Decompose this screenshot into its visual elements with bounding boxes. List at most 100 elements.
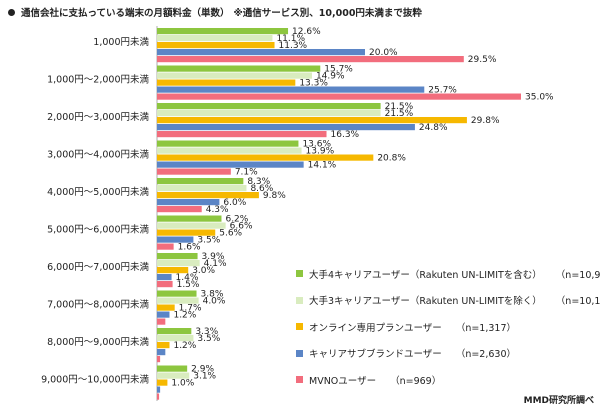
bar (157, 328, 192, 335)
data-label: 4.0% (203, 297, 226, 307)
data-label: 35.0% (525, 93, 554, 103)
bar (157, 304, 175, 311)
category-label: 2,000円～3,000円未満 (47, 111, 149, 123)
data-label: 13.3% (299, 79, 328, 89)
data-label: 13.9% (306, 147, 335, 157)
bar (157, 274, 172, 281)
data-label: 6.0% (223, 198, 246, 208)
data-label: 5.6% (219, 229, 242, 239)
bar (157, 290, 197, 297)
bar (157, 192, 259, 199)
data-label: 3.5% (197, 334, 220, 344)
bar (157, 93, 521, 100)
data-label: 14.9% (316, 72, 345, 82)
bar (157, 72, 312, 79)
data-label: 29.8% (471, 116, 500, 126)
chart-subtitle: ※通信サービス別、10,000円未満まで抜粋 (233, 8, 422, 19)
data-label: 12.6% (292, 27, 321, 37)
category-label: 6,000円～7,000円未満 (47, 261, 149, 273)
bar (157, 161, 304, 168)
legend-item: MVNOユーザー （n=969） (296, 374, 600, 387)
bar (157, 110, 381, 117)
bar (157, 386, 161, 393)
bar (157, 154, 374, 161)
data-label: 25.7% (428, 86, 457, 96)
bar (157, 243, 174, 250)
bar (157, 349, 166, 356)
bar (157, 297, 199, 304)
data-label: 3.8% (201, 290, 224, 300)
data-label: 6.2% (225, 215, 248, 225)
data-label: 15.7% (324, 65, 353, 75)
chart-title-row: 通信会社に支払っている端末の月額料金（単数） ※通信サービス別、10,000円未… (8, 4, 422, 20)
legend-item: オンライン専用プランユーザー （n=1,317） (296, 321, 600, 334)
bar (157, 117, 467, 124)
bar (157, 229, 216, 236)
bar (157, 365, 188, 372)
legend-item: 大手4キャリアユーザー（Rakuten UN-LIMITを含む） （n=10,9… (296, 268, 600, 281)
category-label: 1,000円未満 (93, 36, 149, 48)
legend-swatch (296, 296, 303, 304)
legend-swatch (296, 323, 303, 330)
data-label: 1.0% (171, 379, 194, 389)
data-label: 21.5% (385, 109, 414, 119)
data-label: 4.1% (204, 259, 227, 269)
bar (157, 199, 220, 206)
data-label: 4.3% (206, 205, 229, 215)
data-label: 20.0% (369, 48, 398, 58)
data-label: 9.8% (263, 191, 286, 201)
data-label: 3.9% (202, 252, 225, 262)
bar (157, 206, 202, 213)
bar (157, 178, 244, 185)
source-note: MMD研究所調べ (523, 396, 594, 406)
bar (157, 356, 161, 363)
bar (157, 49, 365, 56)
data-label: 3.0% (192, 266, 215, 276)
bar (157, 124, 415, 131)
category-label: 1,000円～2,000円未満 (47, 74, 149, 86)
legend-label: キャリアサブブランドユーザー (309, 349, 442, 360)
bar (157, 215, 222, 222)
data-label: 1.2% (173, 341, 196, 351)
legend-label: MVNOユーザー (309, 375, 377, 387)
data-label: 24.8% (419, 123, 448, 133)
data-label: 3.1% (193, 372, 216, 382)
category-label: 9,000円～10,000円未満 (41, 374, 149, 386)
legend-sample-size: （n=1,317） (455, 322, 516, 334)
data-label: 16.3% (331, 130, 360, 140)
category-label: 4,000円～5,000円未満 (47, 186, 149, 198)
bar (157, 147, 302, 154)
bar (157, 103, 381, 110)
data-label: 13.6% (302, 140, 331, 150)
legend-sample-size: （n=969） (390, 375, 442, 387)
title-bullet-icon (8, 8, 15, 16)
bar (157, 131, 327, 138)
data-label: 1.6% (178, 243, 201, 253)
bar (157, 267, 189, 274)
legend-sample-size: （n=10,154） (555, 296, 600, 307)
bar (157, 56, 464, 63)
bar (157, 253, 198, 260)
bar (157, 379, 168, 386)
chart-title: 通信会社に支払っている端末の月額料金（単数） (21, 8, 230, 19)
bar (157, 185, 247, 192)
category-label: 7,000円～8,000円未満 (47, 299, 149, 311)
data-label: 1.7% (179, 304, 202, 314)
legend-swatch (296, 349, 303, 357)
data-label: 20.8% (377, 154, 406, 164)
data-label: 6.6% (230, 222, 253, 232)
bar (157, 236, 194, 243)
data-label: 14.1% (308, 161, 337, 171)
bar (157, 65, 321, 72)
legend-item: 大手3キャリアユーザー（Rakuten UN-LIMITを除く） （n=10,1… (296, 295, 600, 307)
bar (157, 79, 296, 86)
data-label: 11.3% (279, 41, 308, 51)
bar (157, 372, 190, 379)
bar (157, 342, 170, 349)
data-label: 1.2% (173, 311, 196, 321)
bar (157, 28, 289, 35)
data-label: 21.5% (385, 102, 414, 112)
data-label: 8.3% (247, 177, 270, 187)
legend-label: オンライン専用プランユーザー (309, 322, 442, 334)
